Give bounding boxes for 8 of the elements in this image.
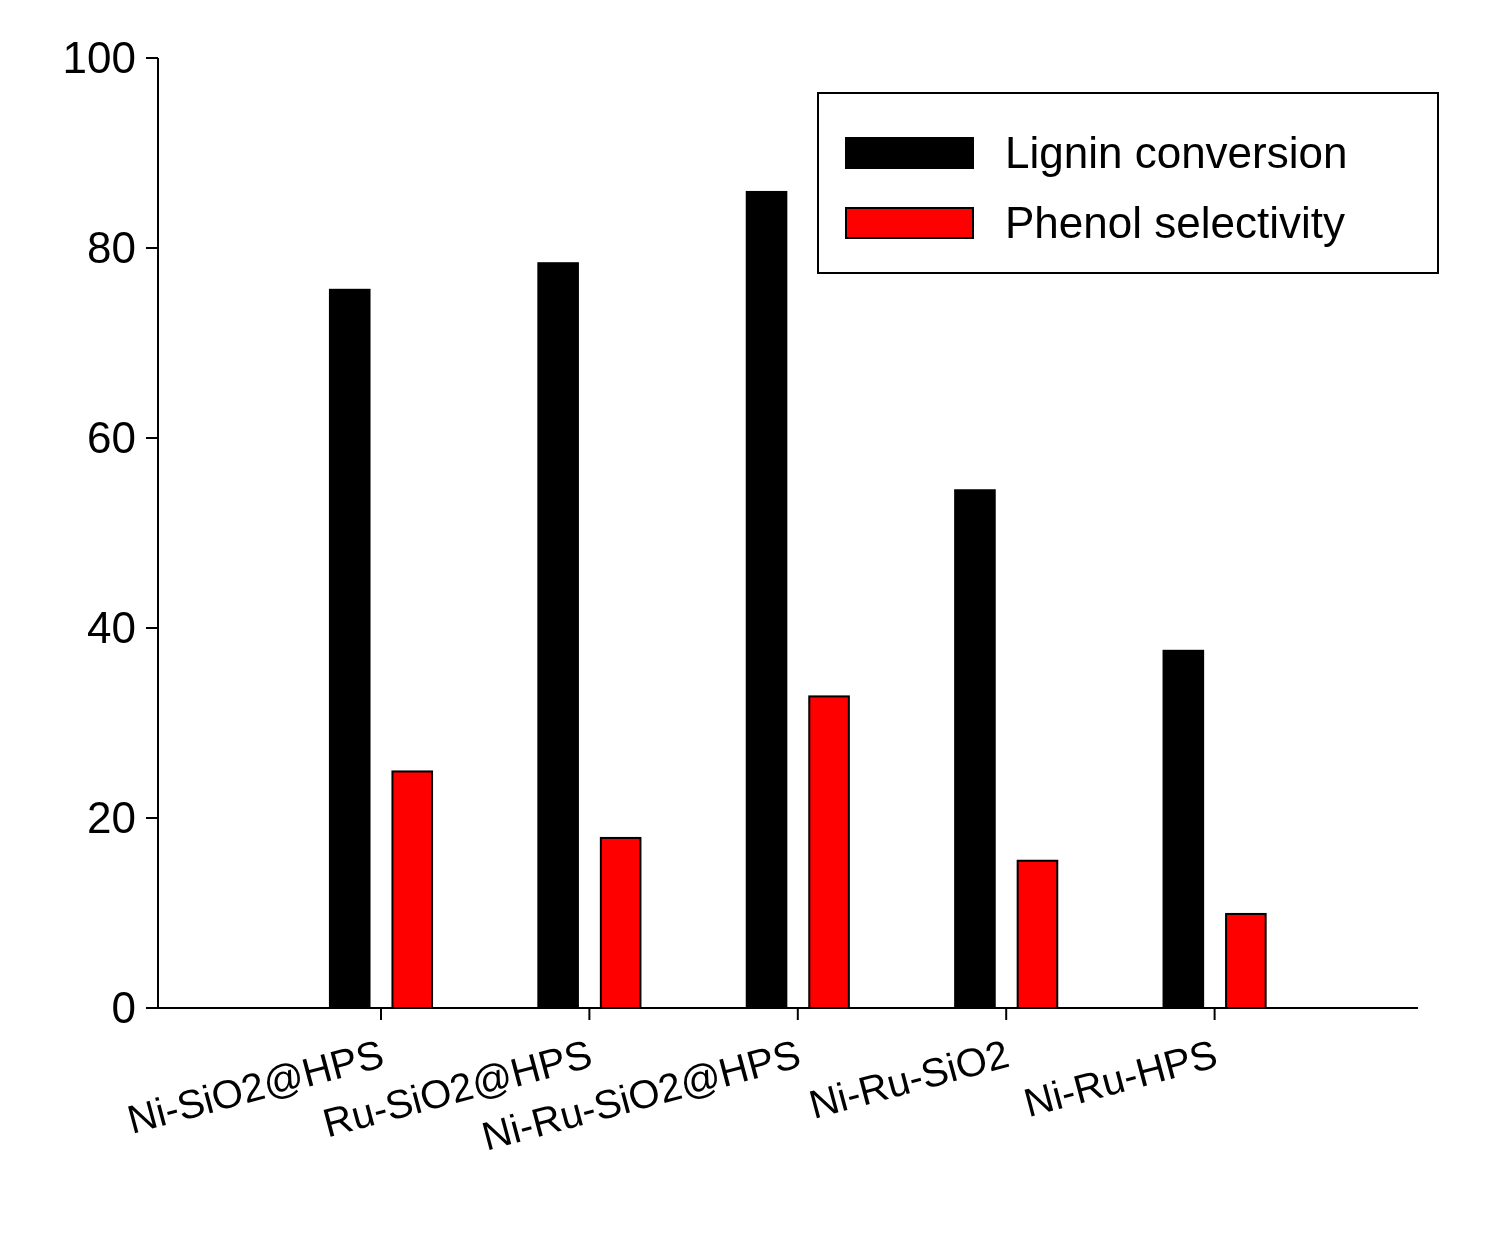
y-tick-label: 0 xyxy=(111,983,136,1033)
y-tick-label: 40 xyxy=(87,603,136,653)
y-tick-label: 20 xyxy=(87,793,136,843)
y-tick-label: 60 xyxy=(87,413,136,463)
legend-label: Phenol selectivity xyxy=(1005,198,1345,248)
y-tick-label: 100 xyxy=(62,33,136,83)
y-tick-label: 80 xyxy=(87,223,136,273)
legend-label: Lignin conversion xyxy=(1005,128,1348,178)
